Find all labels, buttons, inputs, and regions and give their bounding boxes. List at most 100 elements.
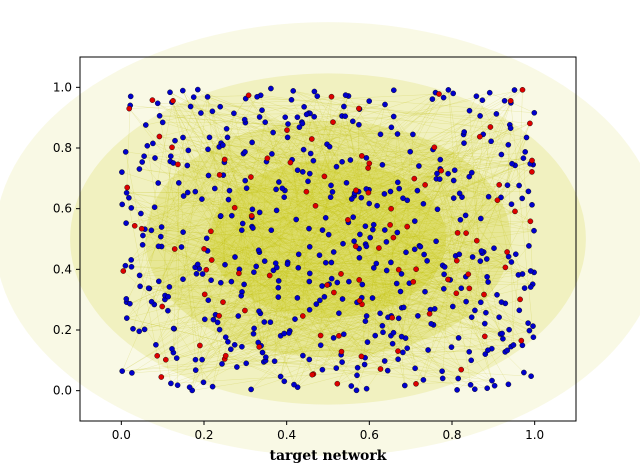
network-edge bbox=[158, 182, 418, 317]
regular-node-point bbox=[339, 158, 345, 165]
highlighted-node-point bbox=[231, 204, 238, 211]
regular-node-point bbox=[334, 279, 341, 286]
network-edge bbox=[311, 96, 332, 140]
regular-node-point bbox=[217, 279, 224, 286]
regular-node-point bbox=[139, 159, 145, 165]
network-edge bbox=[366, 157, 489, 197]
network-edge bbox=[322, 224, 374, 370]
network-edge bbox=[260, 266, 445, 314]
highlighted-node-point bbox=[463, 230, 469, 236]
network-edge bbox=[195, 173, 438, 371]
network-edge bbox=[182, 137, 184, 197]
network-edge bbox=[341, 354, 416, 369]
regular-node-point bbox=[456, 251, 463, 258]
regular-node-point bbox=[194, 86, 201, 93]
regular-node-point bbox=[359, 281, 366, 288]
network-edge bbox=[131, 348, 492, 374]
network-edge bbox=[313, 160, 531, 272]
network-edge bbox=[207, 149, 285, 334]
network-edge bbox=[320, 93, 440, 336]
network-edge bbox=[197, 89, 402, 337]
highlighted-node-point bbox=[527, 218, 534, 225]
network-edge bbox=[338, 193, 460, 314]
regular-node-point bbox=[415, 313, 421, 319]
network-edge bbox=[246, 188, 408, 227]
highlighted-node-point bbox=[366, 160, 373, 167]
regular-node-point bbox=[522, 149, 529, 155]
network-edge bbox=[271, 184, 426, 231]
network-edge bbox=[204, 157, 367, 295]
regular-node-point bbox=[187, 103, 194, 110]
network-edge bbox=[465, 215, 484, 253]
network-edge bbox=[225, 155, 362, 356]
network-edge bbox=[251, 217, 334, 338]
regular-node-point bbox=[508, 259, 515, 265]
regular-node-point bbox=[404, 345, 411, 352]
network-edge bbox=[315, 205, 458, 391]
network-edge bbox=[276, 188, 400, 190]
regular-node-point bbox=[291, 381, 297, 388]
network-edge bbox=[454, 134, 484, 171]
regular-node-point bbox=[299, 120, 306, 127]
network-edge bbox=[253, 106, 345, 273]
network-edge bbox=[162, 122, 303, 124]
regular-node-point bbox=[457, 216, 464, 223]
y-tick-label: 0.6 bbox=[53, 202, 72, 216]
network-edge bbox=[182, 90, 260, 253]
network-edge bbox=[510, 274, 519, 347]
network-edge bbox=[298, 220, 415, 255]
network-edge bbox=[263, 267, 277, 362]
regular-node-point bbox=[500, 335, 506, 342]
network-edge bbox=[330, 185, 415, 250]
regular-node-point bbox=[482, 351, 489, 357]
network-edge bbox=[332, 121, 434, 150]
network-edge bbox=[275, 193, 385, 264]
network-edge bbox=[226, 110, 470, 129]
regular-node-point bbox=[210, 316, 217, 323]
network-edge bbox=[134, 225, 488, 389]
regular-node-point bbox=[416, 163, 422, 169]
regular-node-point bbox=[155, 243, 162, 250]
network-edge bbox=[253, 315, 367, 334]
network-edge bbox=[330, 89, 449, 198]
network-edge bbox=[182, 232, 203, 360]
network-edge bbox=[348, 170, 442, 223]
network-edge bbox=[225, 278, 332, 338]
network-edge bbox=[244, 151, 444, 289]
regular-node-point bbox=[383, 267, 390, 274]
network-edge bbox=[433, 184, 500, 325]
network-edge bbox=[257, 96, 530, 124]
regular-node-point bbox=[306, 356, 313, 363]
network-edge bbox=[290, 162, 316, 206]
network-edge bbox=[164, 295, 339, 336]
network-edge bbox=[471, 317, 493, 381]
regular-node-point bbox=[285, 121, 291, 127]
network-edge bbox=[187, 165, 529, 324]
network-edge bbox=[358, 124, 509, 385]
network-edge bbox=[284, 96, 332, 334]
regular-node-point bbox=[477, 258, 484, 264]
regular-node-point bbox=[241, 281, 247, 288]
regular-node-point bbox=[394, 179, 401, 186]
regular-node-point bbox=[217, 213, 224, 219]
regular-node-point bbox=[380, 329, 386, 336]
highlighted-node-point bbox=[352, 243, 359, 250]
regular-node-point bbox=[428, 320, 435, 327]
regular-node-point bbox=[205, 297, 212, 304]
x-axis-title: target network bbox=[270, 448, 387, 464]
network-edge bbox=[440, 159, 529, 192]
network-edge bbox=[134, 225, 486, 313]
network-edge bbox=[208, 175, 325, 177]
regular-node-point bbox=[507, 125, 514, 131]
network-edge bbox=[326, 144, 370, 204]
regular-node-point bbox=[349, 118, 356, 125]
regular-node-point bbox=[369, 226, 376, 233]
network-edge bbox=[368, 189, 488, 277]
highlighted-node-point bbox=[138, 225, 145, 232]
network-edge bbox=[259, 246, 310, 347]
network-edge bbox=[125, 265, 332, 279]
regular-node-point bbox=[228, 278, 235, 285]
network-edge bbox=[356, 196, 489, 376]
regular-node-point bbox=[471, 386, 478, 393]
network-edge bbox=[359, 240, 477, 281]
